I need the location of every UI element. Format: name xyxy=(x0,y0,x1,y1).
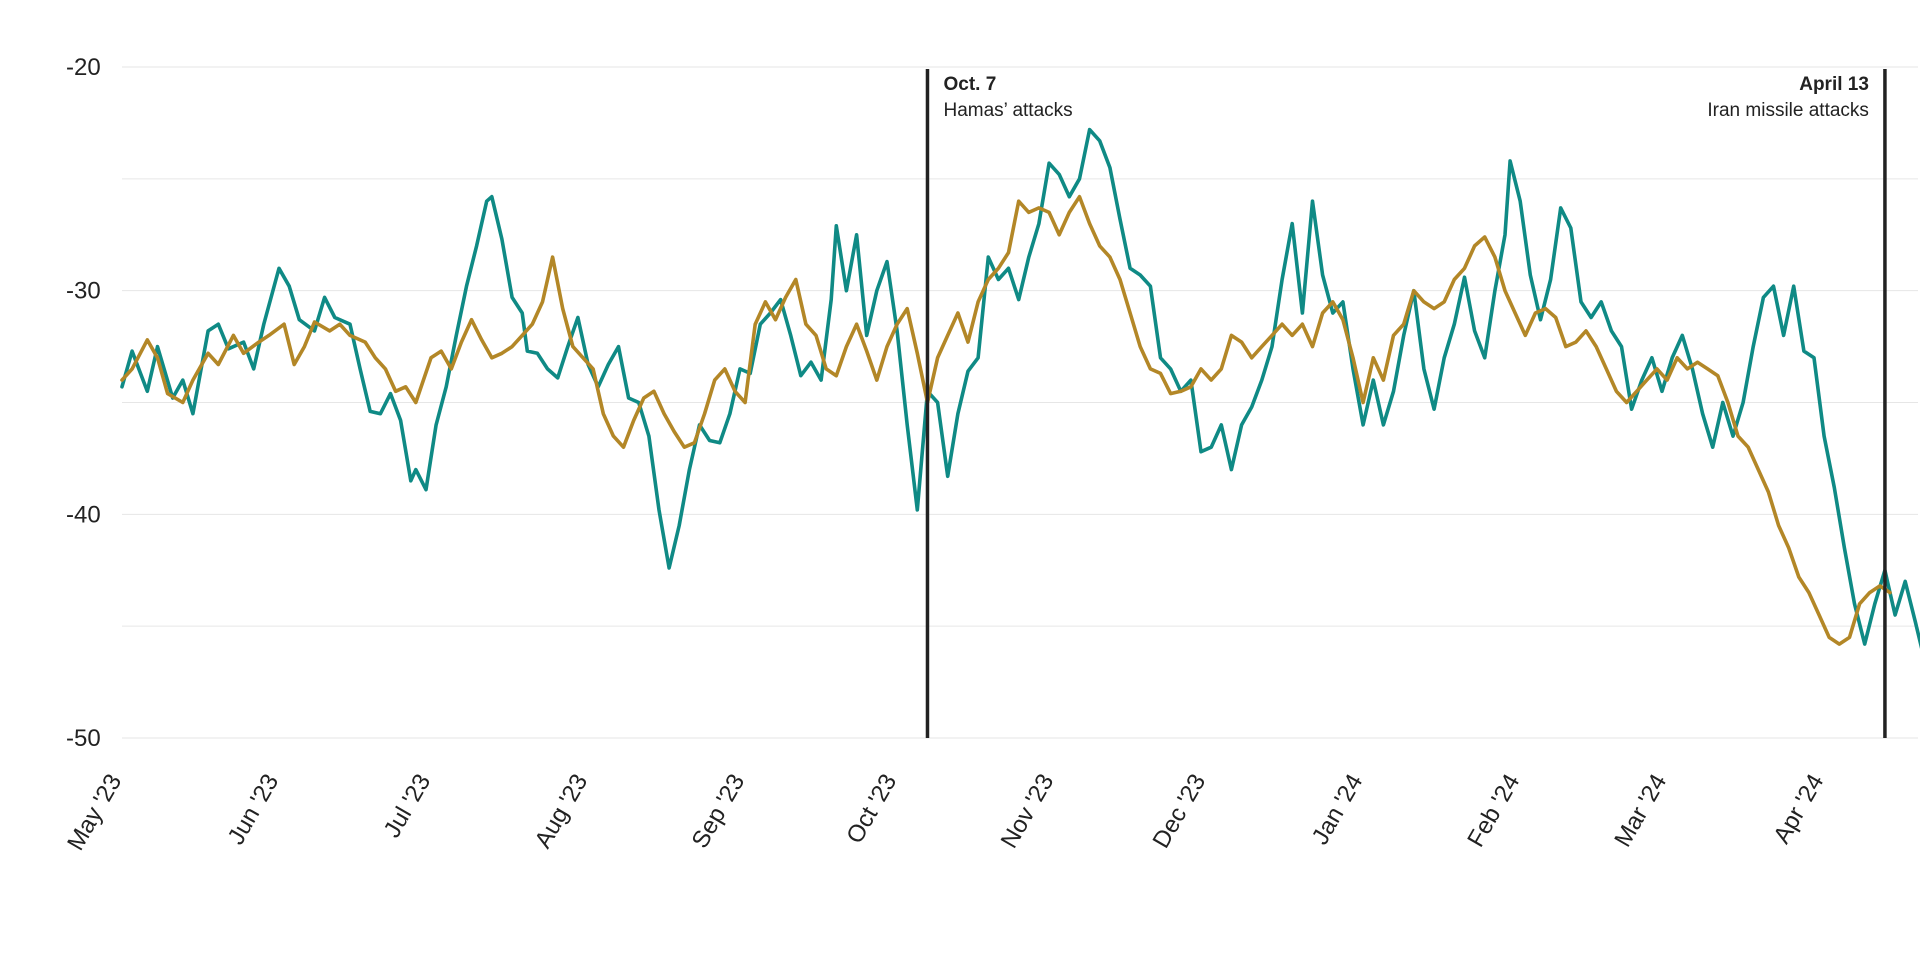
x-tick-label: Jul '23 xyxy=(379,770,437,843)
x-tick-label: Feb '24 xyxy=(1462,770,1525,852)
grid-lines xyxy=(122,66,1918,739)
x-axis-tick-labels: May '23 Jun '23 Jul '23 Aug '23 Sep '23 Oct '… xyxy=(62,770,1829,856)
series-line-2 xyxy=(120,194,1892,646)
y-axis-tick-labels: -20 -30 -40 -50 xyxy=(66,54,101,752)
event-title: Oct. 7 xyxy=(943,74,996,95)
event-title: April 13 xyxy=(1799,74,1869,95)
x-tick-label: Dec '23 xyxy=(1148,770,1212,853)
y-tick-label: -50 xyxy=(66,725,101,752)
y-tick-label: -20 xyxy=(66,54,101,81)
event-markers: Oct. 7 Hamas’ attacks April 13 Iran missile… xyxy=(925,69,1887,738)
x-tick-label: Nov '23 xyxy=(996,770,1060,853)
x-tick-label: Apr '24 xyxy=(1768,770,1829,849)
x-tick-label: May '23 xyxy=(62,770,127,856)
x-tick-label: Mar '24 xyxy=(1609,770,1672,852)
x-tick-label: Oct '23 xyxy=(841,770,902,849)
x-tick-label: Jan '24 xyxy=(1307,770,1369,850)
event-subtitle: Hamas’ attacks xyxy=(943,100,1072,121)
series-lines xyxy=(120,127,1920,649)
series-line-1 xyxy=(120,127,1920,649)
y-tick-label: -30 xyxy=(66,278,101,305)
event-subtitle: Iran missile attacks xyxy=(1707,100,1869,121)
x-tick-label: Aug '23 xyxy=(530,770,594,853)
y-tick-label: -40 xyxy=(66,501,101,528)
x-tick-label: Jun '23 xyxy=(223,770,285,850)
x-tick-label: Sep '23 xyxy=(687,770,751,853)
